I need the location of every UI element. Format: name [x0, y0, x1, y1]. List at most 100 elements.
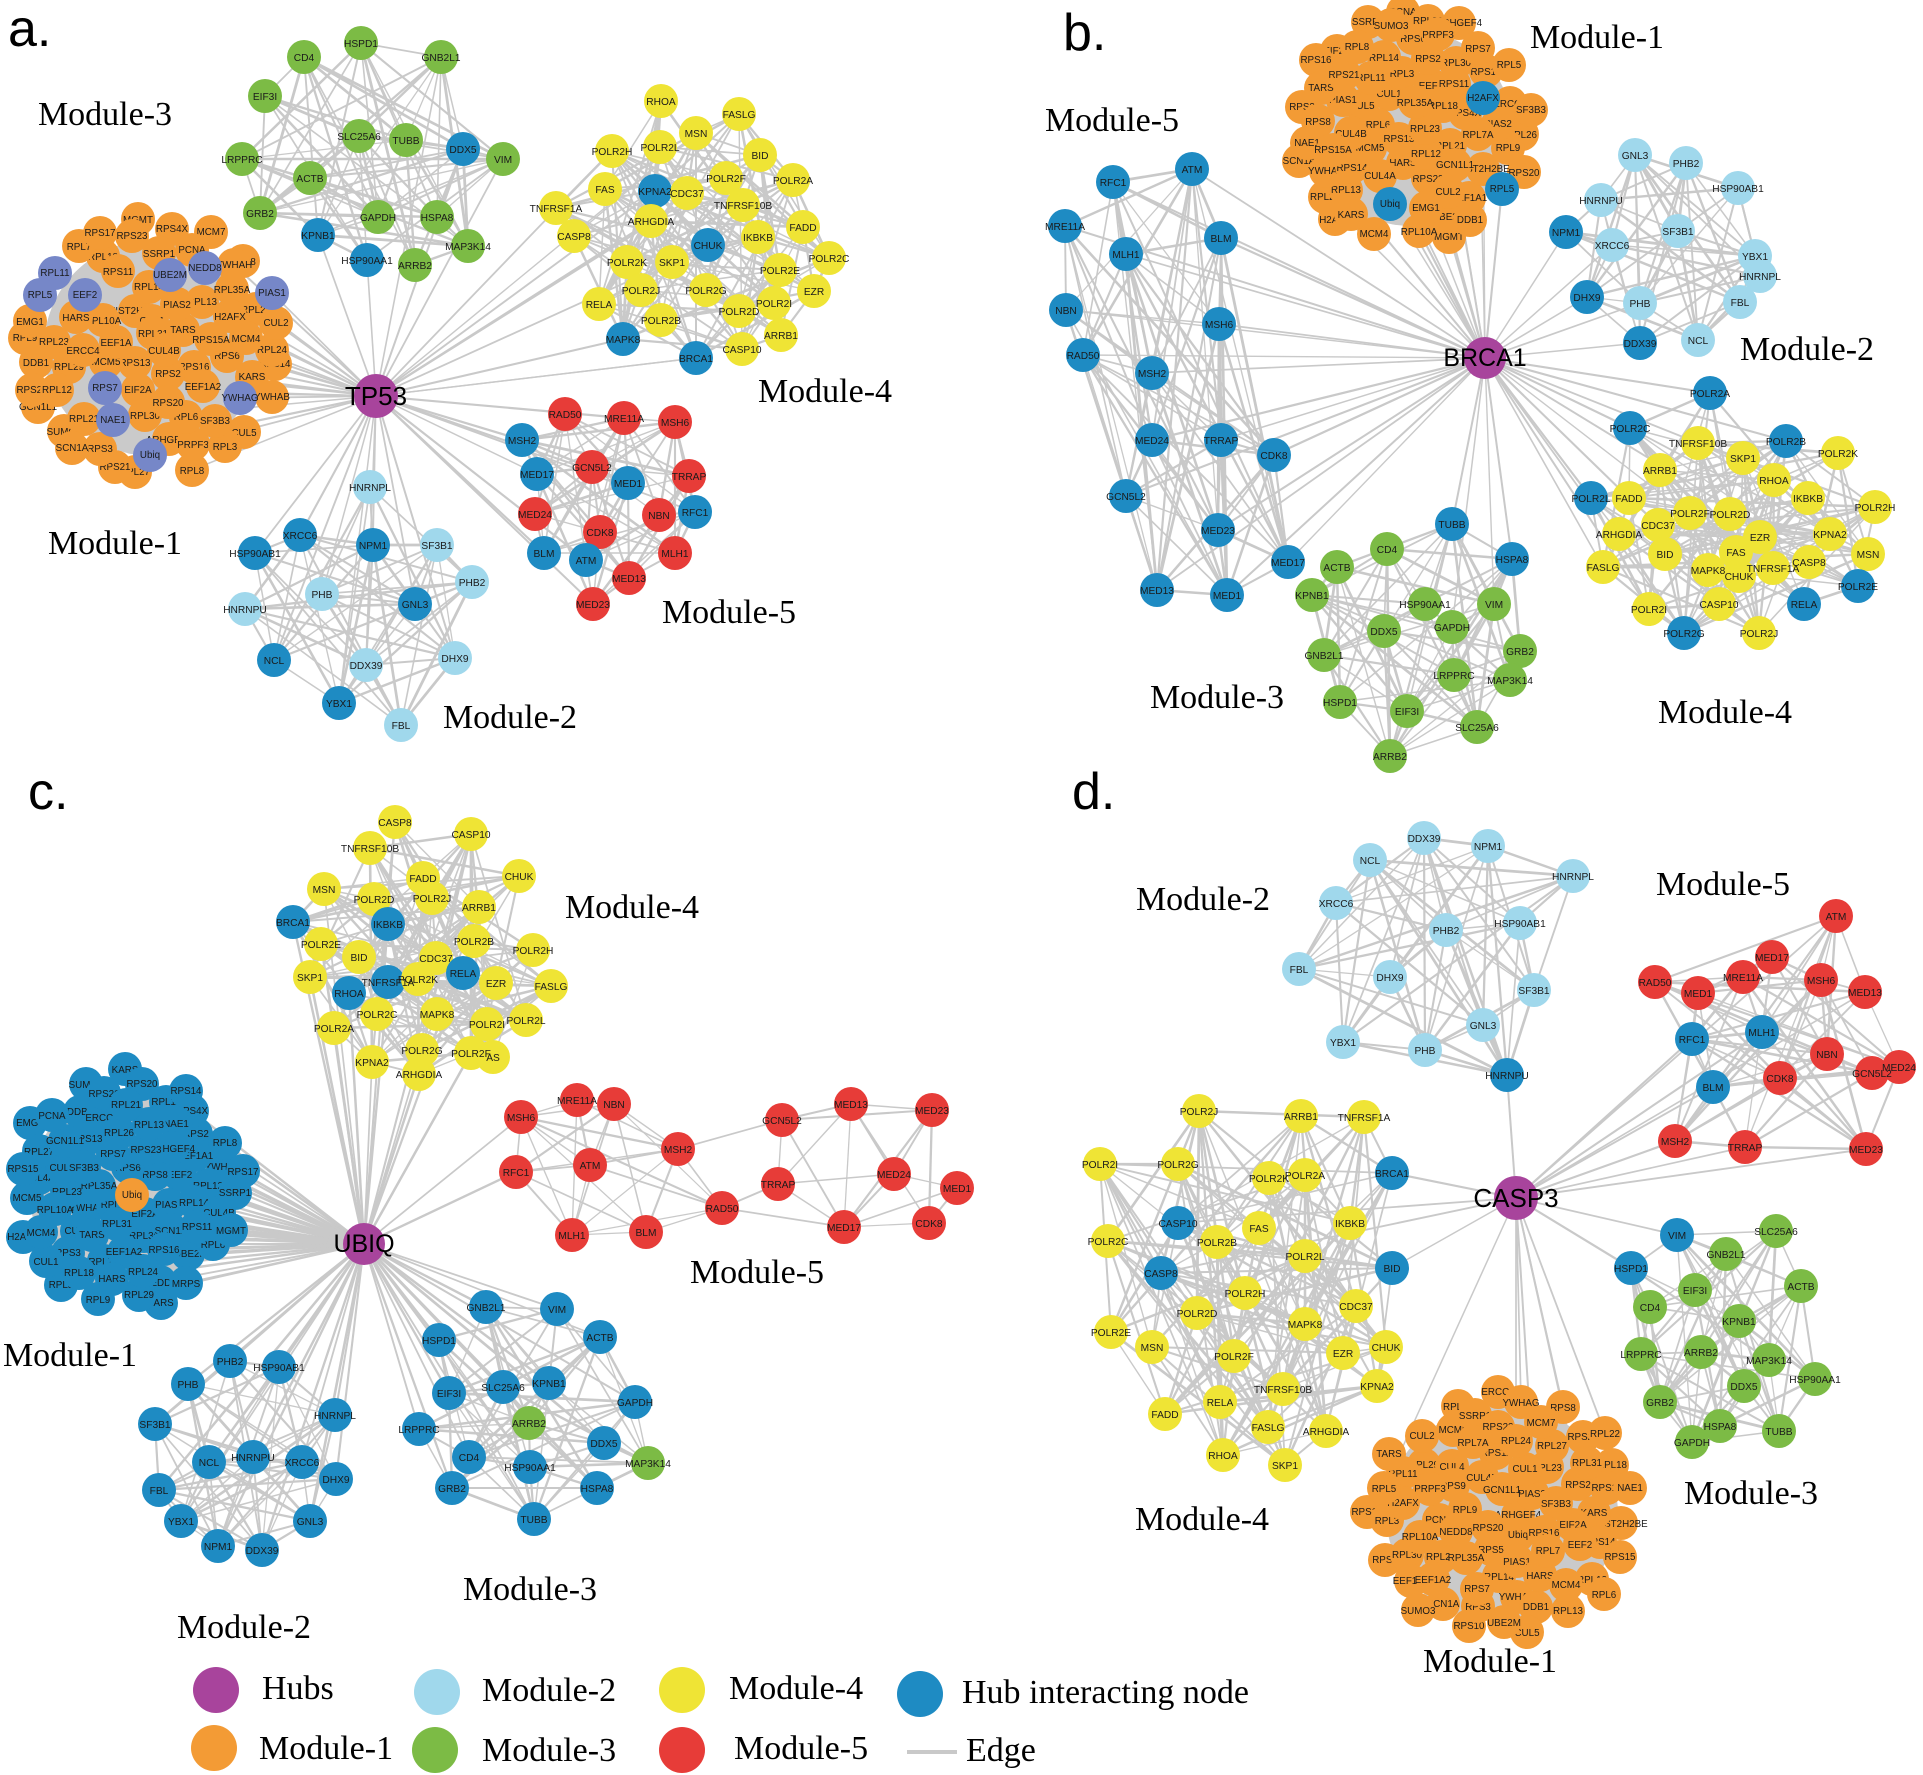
svg-text:RELA: RELA — [1207, 1398, 1234, 1409]
svg-text:CDK8: CDK8 — [1260, 451, 1288, 462]
svg-text:POLR2J: POLR2J — [413, 894, 452, 905]
svg-text:H2AFX: H2AFX — [1319, 215, 1351, 226]
svg-text:POLR2B: POLR2B — [1197, 1238, 1237, 1249]
svg-text:SF3B3: SF3B3 — [1516, 105, 1547, 116]
svg-text:PRPF3: PRPF3 — [1422, 30, 1454, 41]
svg-text:MRE11A: MRE11A — [1045, 222, 1085, 233]
svg-text:MED17: MED17 — [827, 1223, 861, 1234]
svg-text:POLR2B: POLR2B — [454, 937, 494, 948]
svg-text:Module-4: Module-4 — [758, 373, 892, 410]
svg-text:RPS14: RPS14 — [1584, 1537, 1616, 1548]
svg-text:RPS13: RPS13 — [119, 358, 151, 369]
svg-text:YWHAH: YWHAH — [1499, 1592, 1535, 1603]
svg-text:MED13: MED13 — [834, 1100, 868, 1111]
svg-text:RPL26: RPL26 — [104, 1128, 135, 1139]
svg-text:Module-1: Module-1 — [259, 1730, 393, 1767]
svg-text:KPNB1: KPNB1 — [532, 1379, 566, 1390]
svg-text:MAP3K14: MAP3K14 — [1746, 1356, 1792, 1367]
svg-text:CUL1: CUL1 — [1512, 1464, 1537, 1475]
svg-text:RPL23: RPL23 — [1532, 1463, 1563, 1474]
svg-text:RPS14: RPS14 — [1336, 163, 1368, 174]
svg-text:PHB2: PHB2 — [459, 578, 486, 589]
svg-text:FADD: FADD — [409, 874, 436, 885]
svg-text:NBN: NBN — [648, 511, 670, 522]
svg-text:TNFRSF10B: TNFRSF10B — [714, 201, 773, 212]
svg-text:RPS26: RPS26 — [88, 1089, 120, 1100]
svg-text:RPS17: RPS17 — [84, 228, 115, 239]
svg-text:RPL24: RPL24 — [128, 1267, 159, 1278]
svg-text:BLM: BLM — [1703, 1083, 1724, 1094]
svg-text:FBL: FBL — [392, 721, 411, 732]
svg-text:Module-4: Module-4 — [1135, 1501, 1269, 1538]
svg-text:DDX5: DDX5 — [1730, 1382, 1758, 1393]
svg-text:HIST2H2BE: HIST2H2BE — [1456, 164, 1510, 175]
svg-text:RPL3: RPL3 — [213, 442, 238, 453]
svg-text:Module-2: Module-2 — [443, 699, 577, 736]
svg-text:POLR2E: POLR2E — [760, 266, 800, 277]
svg-text:RPS17: RPS17 — [1470, 67, 1501, 78]
svg-text:TNFRSF1A: TNFRSF1A — [1747, 564, 1800, 575]
svg-text:RPL10A: RPL10A — [85, 316, 122, 327]
svg-text:HNRNPU: HNRNPU — [1579, 196, 1623, 207]
svg-text:CUL2: CUL2 — [1409, 1431, 1434, 1442]
svg-text:H2AFX: H2AFX — [7, 1232, 39, 1243]
svg-text:GCN1L1: GCN1L1 — [46, 1136, 84, 1147]
svg-text:RPL12: RPL12 — [1411, 149, 1441, 160]
svg-text:FBL: FBL — [1290, 965, 1309, 976]
svg-text:MCM5: MCM5 — [13, 1193, 42, 1204]
svg-text:NEDD8: NEDD8 — [1439, 1527, 1473, 1538]
svg-text:LRPPRC: LRPPRC — [1620, 1350, 1661, 1361]
svg-text:HSPD1: HSPD1 — [1614, 1264, 1648, 1275]
svg-text:XRCC6: XRCC6 — [285, 1458, 320, 1469]
svg-text:RPL11: RPL11 — [40, 268, 69, 279]
svg-text:RPL24: RPL24 — [257, 345, 288, 356]
svg-text:POLR2G: POLR2G — [1663, 629, 1704, 640]
svg-text:POLR2C: POLR2C — [809, 254, 850, 265]
svg-text:YWHAG: YWHAG — [69, 1203, 106, 1214]
svg-text:RPS7: RPS7 — [100, 1149, 126, 1160]
svg-text:MGMT: MGMT — [1434, 232, 1464, 243]
svg-text:PCNA: PCNA — [178, 245, 206, 256]
svg-text:MED1: MED1 — [1213, 591, 1242, 602]
svg-text:CD4: CD4 — [1640, 1303, 1661, 1314]
svg-text:Module-3: Module-3 — [38, 96, 172, 133]
svg-text:RAD50: RAD50 — [549, 410, 582, 421]
svg-text:BID: BID — [351, 953, 368, 964]
svg-text:VIM: VIM — [548, 1305, 566, 1316]
svg-text:NCL: NCL — [199, 1458, 220, 1469]
svg-text:RPS21: RPS21 — [99, 462, 130, 473]
svg-text:GRB2: GRB2 — [1646, 1398, 1674, 1409]
svg-text:MSN: MSN — [1141, 1343, 1164, 1354]
svg-text:MED13: MED13 — [612, 574, 646, 585]
svg-text:DHX9: DHX9 — [1573, 293, 1601, 304]
svg-text:MED24: MED24 — [877, 1170, 911, 1181]
svg-text:CASP10: CASP10 — [722, 345, 761, 356]
svg-text:ATM: ATM — [1182, 165, 1203, 176]
svg-text:DDB1: DDB1 — [1457, 215, 1483, 226]
svg-text:GRB2: GRB2 — [246, 209, 274, 220]
svg-text:GCN1L1: GCN1L1 — [1483, 1485, 1521, 1496]
svg-text:RPL18: RPL18 — [1428, 101, 1459, 112]
svg-text:EEF1A1: EEF1A1 — [1451, 193, 1488, 204]
svg-text:DDB1: DDB1 — [23, 358, 49, 369]
svg-text:ARRB2: ARRB2 — [512, 1419, 546, 1430]
svg-text:HSP90AB1: HSP90AB1 — [229, 549, 281, 560]
svg-text:ARRB2: ARRB2 — [1373, 752, 1407, 763]
svg-text:NPM1: NPM1 — [204, 1542, 233, 1553]
svg-text:RPL21: RPL21 — [111, 1100, 141, 1111]
svg-text:MLH1: MLH1 — [558, 1231, 586, 1242]
svg-text:RPL31: RPL31 — [1572, 1458, 1602, 1469]
svg-text:HSPA8: HSPA8 — [1704, 1422, 1737, 1433]
svg-text:TRRAP: TRRAP — [1728, 1143, 1763, 1154]
svg-text:Ubiq: Ubiq — [122, 1190, 142, 1201]
svg-text:RPL31: RPL31 — [102, 1219, 132, 1230]
svg-text:EMG1: EMG1 — [16, 1118, 44, 1129]
svg-text:Module-4: Module-4 — [729, 1670, 863, 1707]
svg-text:Ubiq: Ubiq — [1508, 1530, 1528, 1541]
svg-text:SF3B3: SF3B3 — [200, 416, 231, 427]
svg-text:PHB: PHB — [1630, 299, 1651, 310]
svg-text:SLC25A6: SLC25A6 — [337, 132, 381, 143]
svg-text:HNRNPU: HNRNPU — [231, 1453, 275, 1464]
svg-text:RPS16: RPS16 — [178, 362, 210, 373]
svg-text:RFC1: RFC1 — [1679, 1035, 1706, 1046]
